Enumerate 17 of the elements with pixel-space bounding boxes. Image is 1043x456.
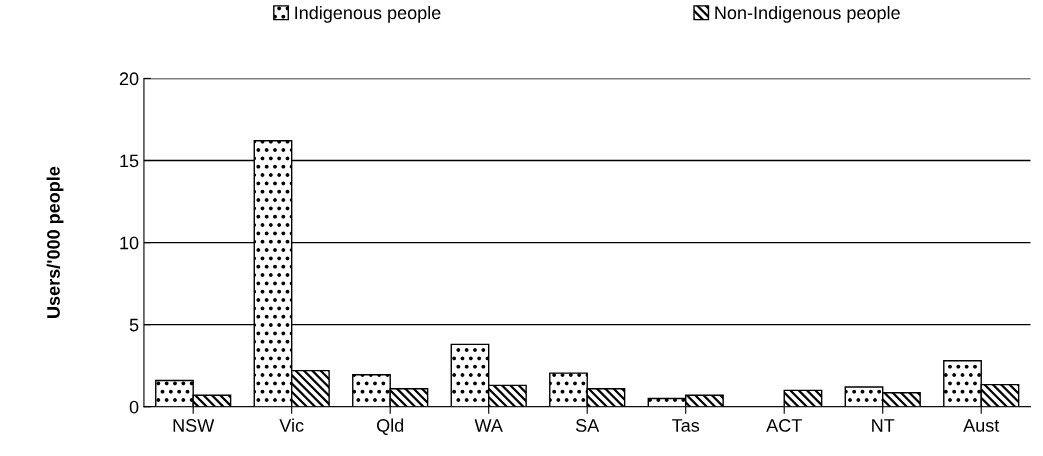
x-tick-label: Vic <box>279 418 304 432</box>
x-tick-label: SA <box>575 419 600 432</box>
x-tick-label: NSW <box>173 419 215 432</box>
x-tick-label: NT <box>872 419 895 432</box>
legend-label: Non-Indigenous people <box>715 5 900 23</box>
x-tick-label: ACT <box>766 419 802 432</box>
y-tick-label: 5 <box>129 318 139 332</box>
x-tick-label: Tas <box>672 419 700 432</box>
x-tick-label: WA <box>474 419 503 432</box>
legend-label: Indigenous people <box>295 5 441 23</box>
y-axis-title: Users/'000 people <box>46 166 64 318</box>
x-tick-label: Aust <box>963 419 1000 432</box>
x-tick-label: Qld <box>377 418 404 436</box>
y-tick-label: 0 <box>129 400 139 414</box>
y-tick-label: 15 <box>120 154 139 168</box>
y-tick-label: 20 <box>119 72 139 86</box>
y-tick-label: 10 <box>120 236 139 250</box>
